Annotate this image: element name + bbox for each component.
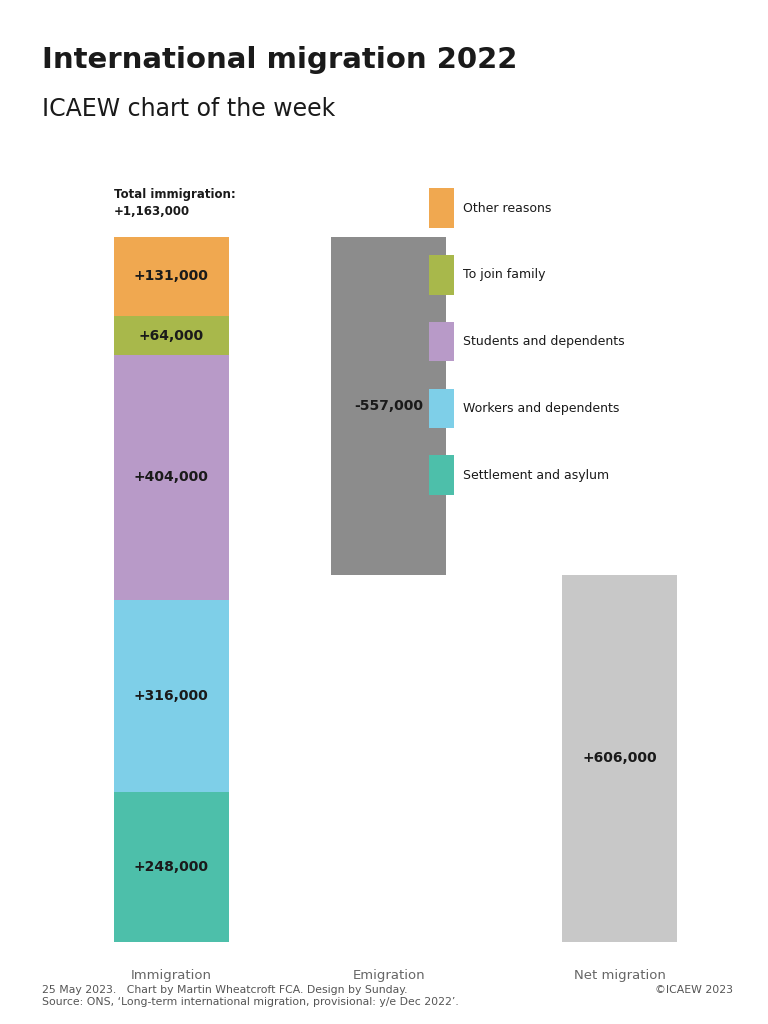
Text: -557,000: -557,000 xyxy=(354,398,423,413)
Bar xyxy=(114,237,229,316)
Text: Students and dependents: Students and dependents xyxy=(463,335,625,348)
Text: Other reasons: Other reasons xyxy=(463,202,552,215)
Text: Settlement and asylum: Settlement and asylum xyxy=(463,469,610,481)
Text: 25 May 2023.   Chart by Martin Wheatcroft FCA. Design by Sunday.
Source: ONS, ‘L: 25 May 2023. Chart by Martin Wheatcroft … xyxy=(42,985,459,1007)
Text: Total immigration:
+1,163,000: Total immigration: +1,163,000 xyxy=(114,188,235,218)
Bar xyxy=(114,792,229,942)
Bar xyxy=(114,600,229,792)
Text: Emigration: Emigration xyxy=(353,970,425,982)
Bar xyxy=(429,255,454,295)
Text: Net migration: Net migration xyxy=(574,970,666,982)
Text: +606,000: +606,000 xyxy=(582,752,657,765)
Text: +316,000: +316,000 xyxy=(134,689,209,702)
Text: To join family: To join family xyxy=(463,268,546,282)
Text: ICAEW chart of the week: ICAEW chart of the week xyxy=(42,97,336,121)
Text: +131,000: +131,000 xyxy=(134,269,209,284)
Bar xyxy=(429,322,454,361)
Text: Immigration: Immigration xyxy=(131,970,212,982)
Bar xyxy=(429,389,454,428)
Bar xyxy=(562,574,677,942)
Text: +248,000: +248,000 xyxy=(134,860,209,873)
Bar xyxy=(429,188,454,228)
Text: +64,000: +64,000 xyxy=(139,329,204,343)
Bar xyxy=(114,316,229,355)
Text: +404,000: +404,000 xyxy=(134,470,209,484)
Bar xyxy=(429,456,454,495)
Text: ©ICAEW 2023: ©ICAEW 2023 xyxy=(655,985,733,995)
Bar xyxy=(114,355,229,600)
Text: Workers and dependents: Workers and dependents xyxy=(463,401,620,415)
Text: International migration 2022: International migration 2022 xyxy=(42,46,518,74)
Bar xyxy=(331,237,446,574)
